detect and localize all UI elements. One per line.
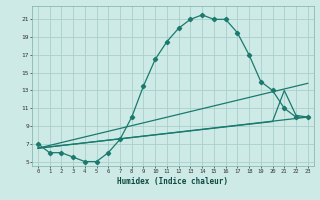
- X-axis label: Humidex (Indice chaleur): Humidex (Indice chaleur): [117, 177, 228, 186]
